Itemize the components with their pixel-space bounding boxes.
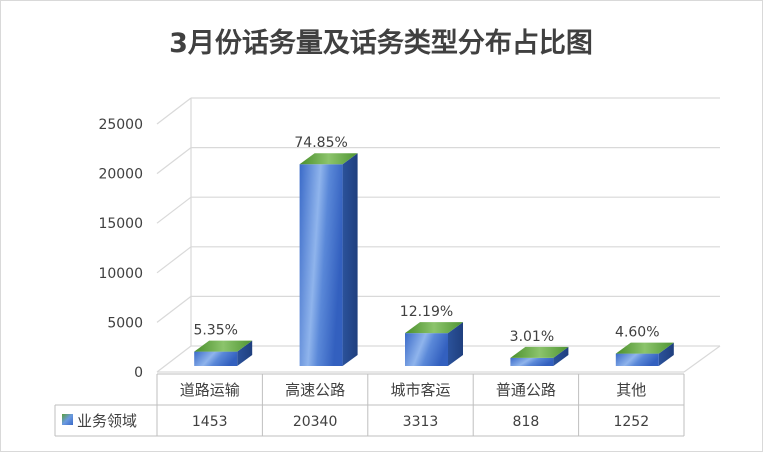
bar: [194, 340, 253, 366]
gridline-side: [156, 345, 192, 373]
category-label: 其他: [616, 381, 646, 399]
bar-front: [405, 333, 448, 366]
data-labels: 5.35% 74.85% 12.19% 3.01% 4.60%: [193, 135, 659, 345]
legend-label: 业务领域: [77, 412, 137, 430]
y-tick-label: 25000: [98, 117, 143, 133]
bar: [510, 346, 569, 366]
bar-side: [448, 322, 463, 366]
y-tick-label: 0: [134, 365, 143, 381]
table-value: 1252: [613, 414, 649, 430]
y-tick-label: 20000: [98, 167, 143, 183]
bar: [405, 322, 463, 366]
y-tick-label: 10000: [98, 266, 143, 282]
bar-top: [194, 340, 253, 352]
bar: [615, 342, 674, 366]
data-label: 74.85%: [294, 135, 347, 151]
data-label: 12.19%: [400, 304, 453, 320]
gridline-side: [156, 246, 192, 274]
bar-top: [299, 153, 358, 165]
bar-front: [510, 357, 554, 366]
y-tick-label: 15000: [98, 216, 143, 232]
category-label: 城市客运: [390, 381, 450, 399]
bar-top: [510, 346, 569, 358]
bar-side: [658, 342, 674, 366]
table-value: 3313: [403, 414, 439, 430]
category-label: 高速公路: [285, 381, 345, 399]
bar-top: [615, 342, 674, 354]
category-label: 道路运输: [180, 381, 240, 399]
chart-title: 3月份话务量及话务类型分布占比图: [169, 28, 593, 59]
bar-front: [194, 351, 238, 366]
gridline-side: [156, 97, 192, 125]
data-table: 道路运输 1453 高速公路 20340 城市客运 3313 普通公路 818 其他 1252 业务…: [54, 373, 685, 437]
gridline-side: [156, 147, 192, 175]
bar-side: [553, 346, 569, 366]
y-axis: 0 5000 10000 15000 20000 25000: [98, 117, 143, 381]
y-tick-label: 5000: [107, 315, 143, 331]
gridline-side: [156, 196, 192, 224]
legend-swatch: [62, 414, 73, 425]
bar-side: [342, 153, 358, 366]
bars: [194, 153, 674, 366]
data-label: 5.35%: [193, 323, 237, 339]
data-label: 3.01%: [510, 329, 554, 345]
bar-front: [299, 164, 343, 366]
bar-front: [615, 353, 659, 366]
data-label: 4.60%: [615, 325, 659, 341]
gridline-side: [156, 295, 192, 323]
table-value: 20340: [293, 414, 338, 430]
bar-top: [405, 322, 463, 334]
table-value: 1453: [192, 414, 228, 430]
bar: [299, 153, 358, 366]
table-value: 818: [513, 414, 540, 430]
bar-side: [237, 340, 253, 366]
floor-edge-right: [683, 345, 721, 373]
category-label: 普通公路: [496, 381, 556, 399]
